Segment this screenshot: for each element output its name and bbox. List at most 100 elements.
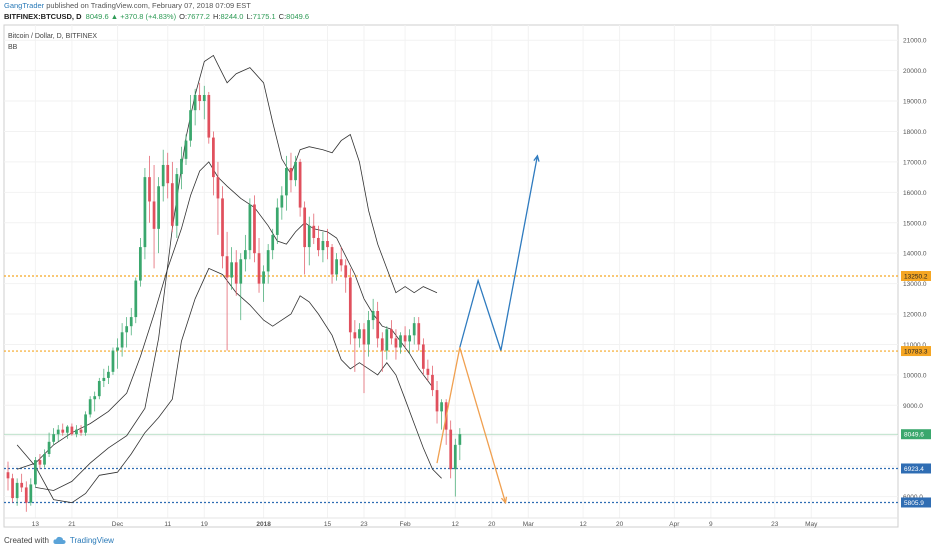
candle-up[interactable]: [88, 399, 92, 415]
candle-up[interactable]: [47, 441, 51, 454]
candle-up[interactable]: [285, 167, 288, 196]
candle-down[interactable]: [289, 167, 293, 181]
candle-up[interactable]: [243, 250, 247, 260]
candle-down[interactable]: [394, 338, 398, 348]
candle-up[interactable]: [367, 320, 370, 345]
candle-up[interactable]: [262, 271, 265, 284]
candle-down[interactable]: [198, 94, 202, 102]
candles-layer[interactable]: [6, 82, 462, 512]
candle-down[interactable]: [403, 335, 407, 342]
candle-down[interactable]: [421, 344, 425, 369]
candle-up[interactable]: [120, 332, 124, 348]
candle-down[interactable]: [426, 368, 430, 375]
candle-up[interactable]: [440, 402, 443, 412]
projection-bull-path[interactable]: [459, 155, 539, 351]
candle-down[interactable]: [344, 265, 348, 278]
candle-down[interactable]: [376, 310, 380, 339]
candle-up[interactable]: [134, 280, 138, 318]
candle-up[interactable]: [34, 460, 37, 485]
candle-up[interactable]: [230, 262, 234, 278]
candle-up[interactable]: [189, 110, 192, 141]
candle-up[interactable]: [358, 329, 361, 339]
candle-up[interactable]: [294, 161, 297, 181]
candle-down[interactable]: [216, 177, 220, 199]
candle-down[interactable]: [20, 482, 24, 488]
candle-down[interactable]: [431, 374, 434, 391]
author-name[interactable]: GangTrader: [4, 1, 45, 10]
candle-down[interactable]: [353, 332, 357, 339]
candle-up[interactable]: [75, 429, 78, 435]
projection-bear-path[interactable]: [436, 347, 507, 503]
candle-down[interactable]: [312, 225, 316, 238]
candle-up[interactable]: [321, 241, 325, 251]
candle-up[interactable]: [129, 317, 133, 327]
candle-down[interactable]: [326, 241, 329, 248]
candle-down[interactable]: [339, 259, 343, 266]
candle-down[interactable]: [253, 204, 256, 254]
candle-up[interactable]: [266, 250, 270, 272]
candle-down[interactable]: [212, 137, 215, 178]
candle-up[interactable]: [15, 482, 19, 499]
candle-up[interactable]: [43, 453, 46, 465]
candle-up[interactable]: [458, 434, 462, 445]
candle-down[interactable]: [6, 472, 10, 479]
candle-up[interactable]: [453, 444, 457, 470]
candle-up[interactable]: [184, 140, 188, 159]
candle-up[interactable]: [56, 429, 60, 435]
candle-up[interactable]: [193, 94, 197, 111]
projection-arrows[interactable]: [436, 154, 540, 505]
candle-up[interactable]: [307, 225, 311, 248]
candle-up[interactable]: [161, 164, 165, 187]
candle-down[interactable]: [38, 460, 42, 465]
candle-up[interactable]: [52, 434, 56, 442]
candle-down[interactable]: [348, 277, 352, 333]
candle-up[interactable]: [280, 195, 284, 208]
candle-up[interactable]: [143, 177, 147, 248]
candle-up[interactable]: [248, 204, 252, 251]
candle-down[interactable]: [298, 161, 302, 208]
candle-up[interactable]: [371, 310, 375, 321]
candle-down[interactable]: [417, 323, 421, 345]
candle-up[interactable]: [125, 326, 129, 333]
time-axis[interactable]: 13 21 Dec 11 19 2018 15 23 Feb 12 20 Mar 12 20 Apr 9 23 M…: [4, 517, 898, 528]
candle-down[interactable]: [380, 338, 384, 351]
candle-down[interactable]: [390, 329, 393, 339]
candle-down[interactable]: [449, 429, 453, 470]
candle-up[interactable]: [399, 335, 402, 348]
tradingview-brand[interactable]: TradingView: [69, 536, 114, 545]
candle-down[interactable]: [61, 429, 65, 433]
candle-up[interactable]: [107, 371, 110, 378]
candle-down[interactable]: [148, 177, 151, 202]
candle-up[interactable]: [239, 259, 243, 284]
candle-down[interactable]: [24, 487, 28, 503]
candle-up[interactable]: [65, 426, 69, 433]
candle-up[interactable]: [175, 174, 179, 226]
candle-up[interactable]: [102, 377, 106, 381]
candle-down[interactable]: [330, 247, 334, 275]
candle-up[interactable]: [408, 335, 412, 342]
indicator-label[interactable]: BB: [8, 44, 18, 51]
candle-up[interactable]: [412, 323, 416, 336]
candle-down[interactable]: [170, 183, 174, 226]
candle-up[interactable]: [84, 414, 87, 433]
candle-down[interactable]: [234, 262, 238, 284]
candle-up[interactable]: [271, 234, 275, 251]
candle-up[interactable]: [180, 158, 183, 175]
candle-down[interactable]: [79, 429, 83, 433]
candle-up[interactable]: [138, 247, 142, 281]
candle-down[interactable]: [316, 237, 320, 251]
candle-down[interactable]: [70, 426, 74, 435]
candle-down[interactable]: [207, 94, 211, 138]
candle-down[interactable]: [435, 390, 439, 412]
candle-down[interactable]: [303, 207, 307, 248]
price-axis[interactable]: 6000.07000.08000.09000.010000.011000.012…: [901, 38, 931, 508]
candle-up[interactable]: [385, 329, 389, 351]
candle-down[interactable]: [11, 478, 14, 499]
candle-down[interactable]: [221, 198, 224, 257]
candle-up[interactable]: [157, 186, 160, 229]
candle-down[interactable]: [152, 201, 156, 229]
candle-up[interactable]: [275, 207, 279, 235]
candle-down[interactable]: [257, 253, 261, 284]
candle-up[interactable]: [202, 94, 206, 102]
